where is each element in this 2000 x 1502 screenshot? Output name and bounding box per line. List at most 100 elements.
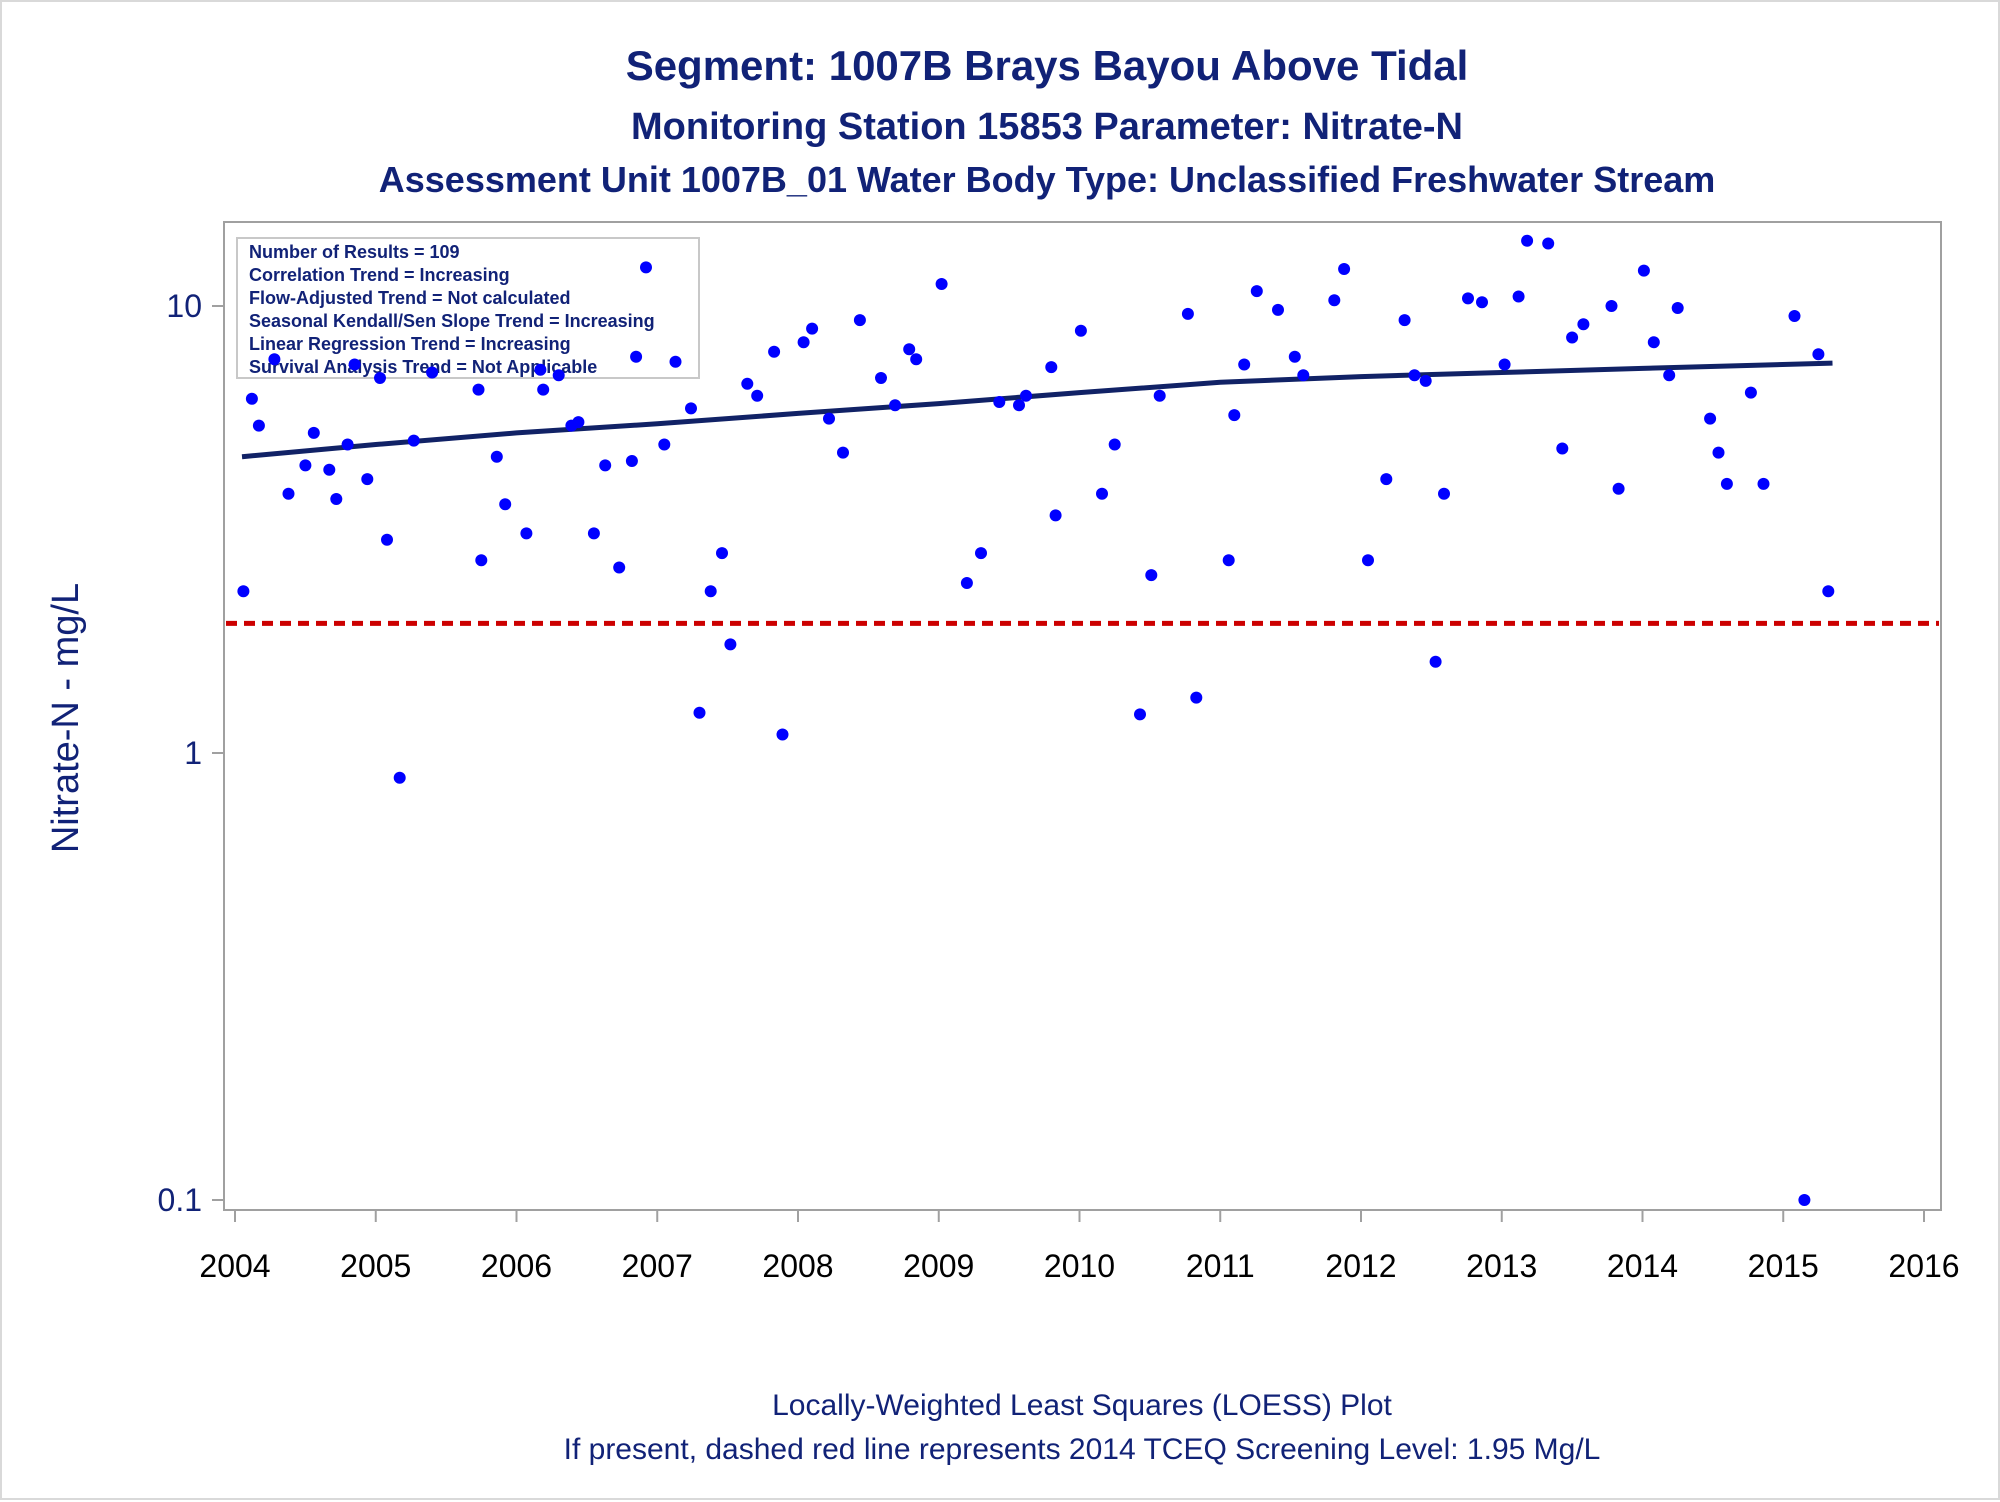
data-point [1153, 389, 1166, 402]
data-point [1408, 369, 1421, 382]
data-point [910, 353, 923, 366]
x-tick-label: 2008 [762, 1248, 833, 1284]
data-point [1556, 442, 1569, 455]
data-point [823, 412, 835, 425]
data-point [1566, 331, 1579, 344]
data-point [1605, 300, 1618, 312]
data-point [599, 459, 612, 472]
data-point [1637, 264, 1650, 277]
data-point [1338, 263, 1351, 275]
data-point [323, 463, 336, 476]
data-point [716, 547, 728, 560]
data-point [1398, 314, 1411, 327]
data-point [1096, 487, 1108, 500]
data-point [875, 372, 887, 384]
stat-linear-regression-trend: Linear Regression Trend = Increasing [249, 334, 571, 354]
stats-legend-box: Number of Results = 109 Correlation Tren… [236, 237, 700, 379]
footnote-loess: Locally-Weighted Least Squares (LOESS) P… [772, 1389, 1392, 1422]
data-point [1238, 358, 1251, 371]
stat-seasonal-kendall-trend: Seasonal Kendall/Sen Slope Trend = Incre… [249, 311, 655, 331]
x-tick-label: 2007 [622, 1248, 693, 1284]
data-point [1362, 554, 1374, 567]
data-point [1190, 691, 1203, 704]
stat-flow-adjusted-trend: Flow-Adjusted Trend = Not calculated [249, 288, 571, 308]
data-point [704, 585, 717, 598]
data-point [1788, 310, 1801, 322]
data-point [1134, 708, 1146, 721]
data-point [1045, 361, 1058, 374]
data-point [669, 355, 682, 368]
chart-marks [226, 234, 1939, 1206]
x-tick-label: 2010 [1044, 1248, 1115, 1284]
data-point [587, 527, 600, 540]
data-point [1297, 369, 1310, 382]
data-point [1512, 290, 1525, 303]
data-point [724, 638, 737, 651]
data-point [499, 498, 512, 511]
x-tick-label: 2012 [1325, 1248, 1396, 1284]
data-point [268, 353, 281, 366]
data-point [1438, 487, 1450, 500]
data-point [1521, 234, 1534, 247]
data-point [975, 547, 987, 560]
data-point [1612, 482, 1625, 495]
y-axis-label: Nitrate-N - mg/L [45, 583, 87, 853]
loess-trend-line [241, 360, 1833, 460]
data-point [693, 706, 706, 719]
data-point [776, 728, 789, 741]
data-point [1074, 324, 1087, 337]
data-point [534, 363, 547, 376]
data-point [237, 585, 250, 598]
data-point [1476, 296, 1488, 309]
x-tick-label: 2014 [1607, 1248, 1678, 1284]
x-tick-label: 2009 [903, 1248, 974, 1284]
data-point [1328, 294, 1341, 307]
x-tick-label: 2011 [1186, 1248, 1255, 1284]
data-point [751, 389, 764, 402]
data-point [407, 434, 420, 447]
data-point [252, 419, 265, 432]
data-point [1272, 303, 1284, 316]
data-point [381, 533, 393, 546]
data-point [1663, 369, 1676, 382]
data-point [903, 343, 916, 356]
data-point [361, 473, 374, 486]
data-point [1419, 374, 1432, 387]
data-point [837, 446, 849, 459]
data-point [1720, 477, 1733, 490]
data-point [245, 392, 258, 405]
data-point [1822, 585, 1835, 598]
chart-subtitle-station: Monitoring Station 15853 Parameter: Nitr… [631, 106, 1463, 148]
data-point [299, 459, 312, 472]
chart-axes: 2004 2005 2006 2007 2008 2009 2010 2011 2012 2013… [158, 288, 1960, 1284]
data-point [475, 554, 488, 567]
data-point [330, 493, 343, 505]
data-point [741, 377, 754, 390]
stat-survival-analysis-trend: Survival Analysis Trend = Not Applicable [249, 357, 597, 377]
data-point [1228, 409, 1241, 422]
x-tick-label: 2013 [1466, 1248, 1537, 1284]
data-point [1671, 302, 1684, 314]
data-point [282, 487, 295, 500]
data-point [768, 345, 781, 358]
footnote-screening-level: If present, dashed red line represents 2… [564, 1433, 1601, 1466]
data-point [797, 336, 810, 349]
data-point [613, 561, 626, 574]
data-point [472, 383, 485, 396]
data-point [426, 366, 439, 379]
data-point [393, 771, 406, 784]
data-point [1108, 438, 1121, 451]
x-tick-label: 2006 [481, 1248, 552, 1284]
x-tick-label: 2015 [1748, 1248, 1819, 1284]
data-point [1757, 477, 1770, 490]
data-point [1798, 1194, 1811, 1206]
data-point [1380, 473, 1393, 486]
data-point [1647, 336, 1660, 349]
chart-title: Segment: 1007B Brays Bayou Above Tidal [626, 42, 1469, 89]
y-tick-label: 10 [166, 288, 202, 324]
data-point [658, 438, 671, 451]
y-tick-label: 0.1 [158, 1182, 202, 1218]
data-point [490, 450, 503, 463]
